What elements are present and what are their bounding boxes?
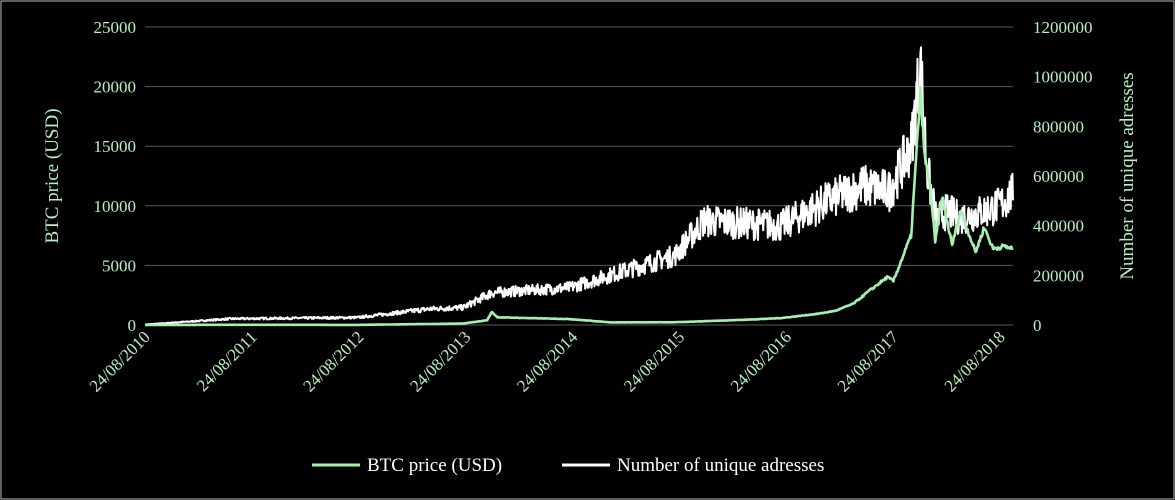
y-left-tick-label: 25000	[94, 18, 137, 37]
y-axis-right-title: Number of unique adresses	[1117, 72, 1138, 279]
y-right-tick-label: 1200000	[1033, 18, 1093, 37]
y-left-tick-label: 20000	[94, 78, 137, 97]
y-left-tick-label: 10000	[94, 197, 137, 216]
legend-label: Number of unique adresses	[617, 455, 824, 476]
y-axis-left-title: BTC price (USD)	[42, 108, 63, 243]
y-right-tick-label: 200000	[1033, 266, 1084, 285]
y-right-tick-label: 800000	[1033, 117, 1084, 136]
legend-label: BTC price (USD)	[367, 455, 502, 476]
series-line-btc-price	[144, 85, 1014, 327]
y-right-tick-label: 600000	[1033, 167, 1084, 186]
y-right-tick-label: 400000	[1033, 217, 1084, 236]
y-right-tick-label: 0	[1033, 316, 1042, 335]
series-line-unique-addresses	[144, 46, 1014, 326]
y-left-tick-label: 15000	[94, 137, 137, 156]
legend-item-btc-price: BTC price (USD)	[312, 455, 502, 476]
y-left-tick-label: 0	[128, 316, 137, 335]
legend-item-unique-addresses: Number of unique adresses	[562, 455, 824, 476]
y-right-tick-label: 1000000	[1033, 68, 1093, 87]
y-left-tick-label: 5000	[102, 256, 136, 275]
